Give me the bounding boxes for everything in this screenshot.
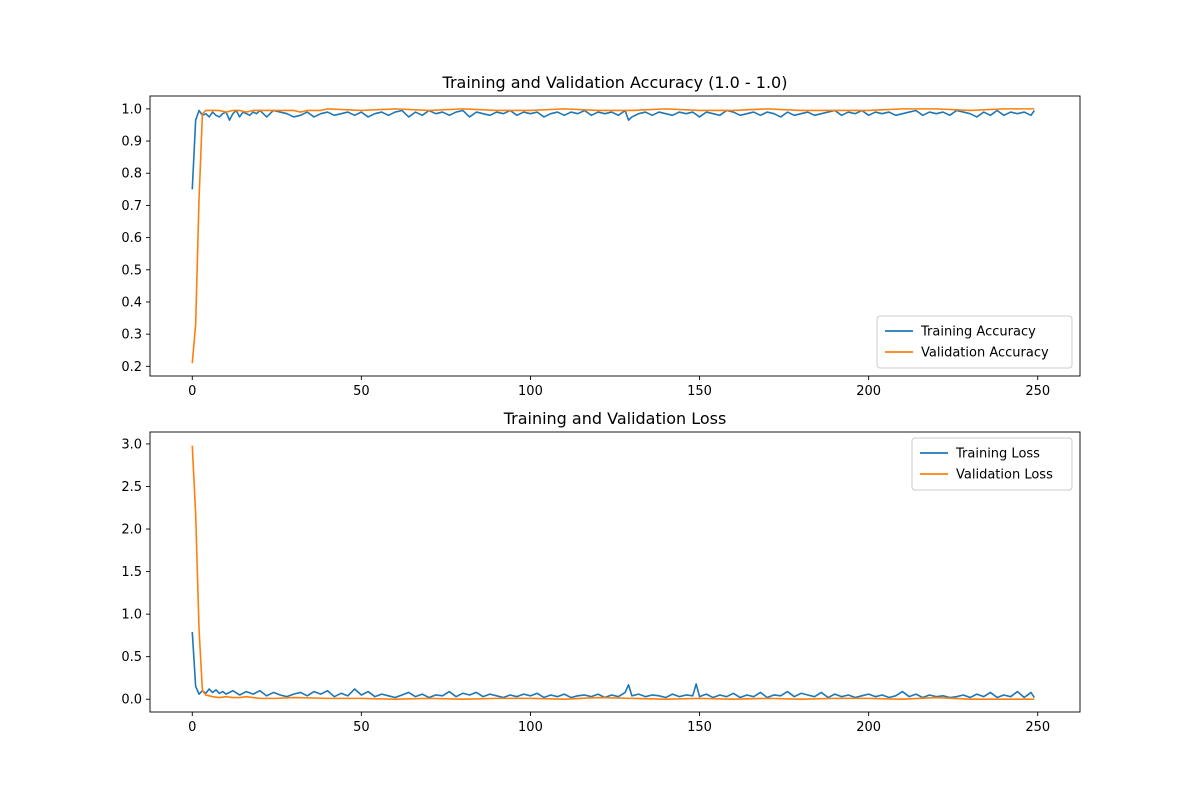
accuracy-y-tick-label: 0.9 <box>121 135 142 150</box>
accuracy-y-tick-label: 0.5 <box>121 263 142 278</box>
accuracy-panel: Training and Validation Accuracy (1.0 - … <box>121 73 1081 399</box>
accuracy-y-tick-label: 0.3 <box>121 328 142 343</box>
loss-y-tick-label: 2.0 <box>121 523 142 538</box>
accuracy-y-tick-label: 1.0 <box>121 102 142 117</box>
accuracy-legend-box <box>876 315 1073 369</box>
loss-y-tick-label: 3.0 <box>121 437 142 452</box>
loss-y-tick-label: 1.0 <box>121 608 142 623</box>
accuracy-y-tick-label: 0.4 <box>121 295 142 310</box>
loss-legend-box <box>911 437 1073 491</box>
loss-chart-title: Training and Validation Loss <box>503 409 727 428</box>
accuracy-chart-title: Training and Validation Accuracy (1.0 - … <box>442 73 788 92</box>
loss-y-tick-label: 1.5 <box>121 565 142 580</box>
loss-legend: Training Loss Validation Loss <box>911 437 1073 491</box>
loss-x-tick-label: 0 <box>188 720 196 735</box>
loss-x-tick-label: 150 <box>687 720 712 735</box>
loss-y-tick-label: 0.0 <box>121 693 142 708</box>
loss-x-tick-label: 100 <box>518 720 543 735</box>
loss-axes-frame <box>149 431 1081 713</box>
loss-x-tick-label: 250 <box>1025 720 1050 735</box>
accuracy-x-tick-label: 100 <box>518 384 543 399</box>
accuracy-x-tick-label: 50 <box>353 384 370 399</box>
accuracy-x-tick-label: 200 <box>856 384 881 399</box>
accuracy-y-tick-label: 0.7 <box>121 199 142 214</box>
loss-y-tick-label: 0.5 <box>121 650 142 665</box>
loss-x-tick-label: 50 <box>353 720 370 735</box>
accuracy-axes-frame <box>149 95 1081 377</box>
accuracy-y-tick-label: 0.2 <box>121 360 142 375</box>
accuracy-x-tick-label: 150 <box>687 384 712 399</box>
accuracy-x-tick-label: 250 <box>1025 384 1050 399</box>
accuracy-x-tick-label: 0 <box>188 384 196 399</box>
accuracy-y-tick-label: 0.8 <box>121 167 142 182</box>
accuracy-series-line-validation <box>191 108 1035 364</box>
loss-series-line-validation <box>191 445 1035 701</box>
accuracy-legend: Training Accuracy Validation Accuracy <box>876 315 1073 369</box>
loss-legend-label: Validation Loss <box>956 468 1053 483</box>
loss-x-tick-label: 200 <box>856 720 881 735</box>
loss-y-tick-label: 2.5 <box>121 480 142 495</box>
accuracy-legend-label: Training Accuracy <box>920 325 1036 340</box>
loss-legend-label: Training Loss <box>955 447 1040 462</box>
accuracy-legend-label: Validation Accuracy <box>921 346 1049 361</box>
loss-panel: Training and Validation Loss 0 50 100 150 200… <box>121 409 1081 735</box>
accuracy-y-tick-label: 0.6 <box>121 231 142 246</box>
